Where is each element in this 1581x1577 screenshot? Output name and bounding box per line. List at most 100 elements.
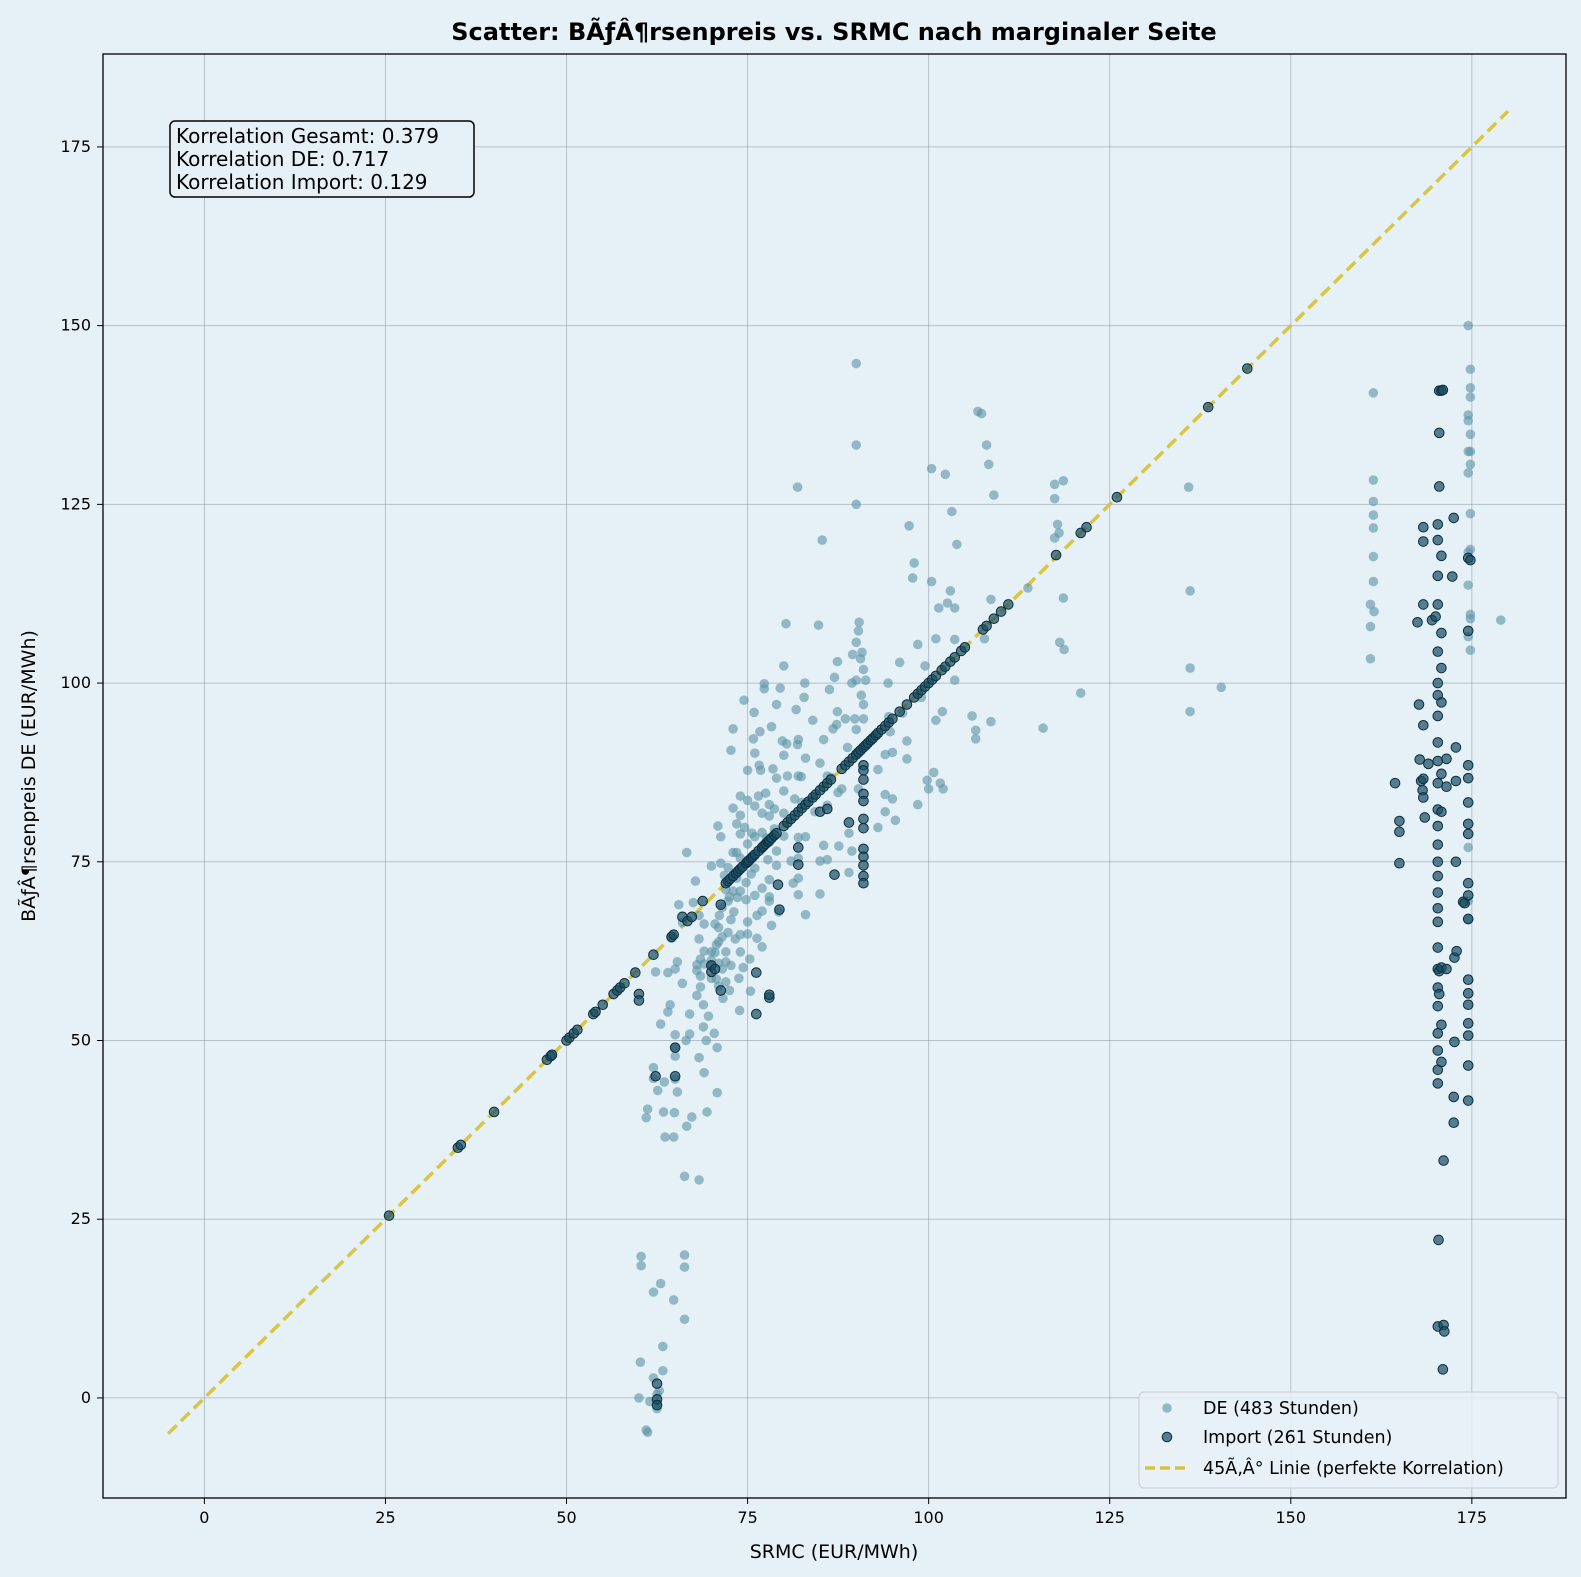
- data-point-de: [757, 906, 767, 916]
- data-point-de: [793, 832, 804, 843]
- data-point-de: [1054, 637, 1065, 648]
- data-point-import: [821, 803, 833, 815]
- data-point-de: [677, 978, 688, 989]
- data-point-de: [989, 490, 999, 500]
- data-point-import: [1389, 777, 1401, 789]
- data-point-de: [873, 822, 883, 833]
- data-point-import: [1432, 942, 1444, 953]
- data-point-de: [793, 734, 804, 745]
- data-point-import: [825, 774, 837, 785]
- data-point-de: [699, 946, 709, 956]
- data-point-import: [715, 899, 727, 910]
- data-point-de: [1465, 459, 1476, 470]
- data-point-de: [660, 1132, 670, 1142]
- data-point-import: [1433, 1234, 1444, 1246]
- data-point-de: [815, 856, 825, 866]
- data-point-import: [572, 1024, 583, 1036]
- data-point-de: [763, 854, 773, 865]
- data-point-de: [706, 861, 717, 871]
- data-point-de: [817, 535, 827, 545]
- data-point-de: [1365, 621, 1376, 632]
- data-point-import: [1462, 828, 1474, 840]
- data-point-de: [967, 711, 977, 721]
- data-point-de: [782, 771, 793, 781]
- data-point-import: [1432, 710, 1444, 722]
- data-point-de: [1185, 663, 1195, 673]
- data-point-de: [658, 1341, 668, 1352]
- y-tick-label: 100: [60, 673, 91, 692]
- data-point-de: [938, 784, 948, 794]
- x-tick-label: 50: [556, 1508, 576, 1527]
- data-point-de: [679, 1250, 690, 1260]
- data-point-de: [771, 846, 782, 856]
- data-point-import: [1432, 870, 1444, 882]
- data-point-import: [1430, 611, 1441, 622]
- data-point-de: [858, 714, 869, 724]
- data-point-de: [983, 459, 994, 470]
- data-point-import: [630, 967, 641, 978]
- data-point-import: [1436, 550, 1447, 562]
- data-point-de: [735, 886, 746, 896]
- data-point-de: [1368, 576, 1379, 587]
- data-point-import: [1450, 856, 1462, 868]
- data-point-de: [851, 440, 862, 450]
- data-point-de: [739, 822, 750, 833]
- data-point-de: [764, 874, 775, 885]
- correlation-import: Korrelation Import: 0.129: [176, 170, 428, 194]
- data-point-import: [1432, 599, 1444, 610]
- data-point-import: [1423, 758, 1434, 770]
- data-point-de: [818, 734, 829, 745]
- data-point-de: [724, 985, 735, 996]
- data-point-import: [1436, 697, 1447, 708]
- data-point-import: [858, 860, 869, 871]
- data-point-de: [670, 1051, 680, 1062]
- data-point-de: [858, 664, 869, 675]
- data-point-de: [1183, 482, 1194, 493]
- data-point-import: [858, 764, 869, 776]
- data-point-de: [749, 707, 759, 718]
- data-point-import: [697, 895, 708, 907]
- data-point-de: [655, 1019, 666, 1029]
- data-point-de: [718, 993, 728, 1004]
- data-point-import: [1414, 754, 1425, 765]
- data-point-import: [1439, 1326, 1450, 1337]
- data-point-de: [880, 789, 890, 800]
- data-point-de: [1038, 723, 1048, 733]
- data-point-de: [1054, 528, 1064, 538]
- data-point-de: [735, 810, 746, 821]
- data-point-de: [635, 1357, 646, 1367]
- data-point-de: [902, 754, 912, 764]
- data-point-de: [781, 739, 792, 749]
- data-point-de: [894, 657, 905, 668]
- data-point-de: [800, 753, 811, 763]
- x-tick-label: 150: [1276, 1508, 1307, 1527]
- data-point-de: [726, 745, 736, 756]
- data-point-import: [1436, 768, 1447, 780]
- data-point-import: [1436, 1056, 1447, 1068]
- data-point-de: [952, 539, 962, 550]
- correlation-box-frame: [169, 120, 475, 198]
- data-point-import: [648, 949, 659, 961]
- data-point-import: [858, 813, 869, 825]
- x-tick-label: 175: [1457, 1508, 1488, 1527]
- correlation-box: Korrelation Gesamt: 0.379 Korrelation DE…: [169, 120, 475, 198]
- data-point-import: [1418, 792, 1429, 803]
- data-point-de: [769, 804, 780, 814]
- data-point-de: [857, 647, 867, 658]
- x-tick-label: 100: [913, 1508, 944, 1527]
- data-point-import: [949, 652, 961, 663]
- data-point-import: [1448, 512, 1460, 524]
- legend-marker-import: [1161, 1431, 1173, 1443]
- data-point-import: [633, 995, 645, 1006]
- data-point-de: [851, 675, 862, 686]
- data-point-de: [687, 1112, 697, 1122]
- data-point-import: [1242, 363, 1253, 374]
- data-point-import: [1462, 1095, 1474, 1106]
- data-point-de: [1463, 468, 1474, 478]
- data-point-de: [849, 714, 860, 724]
- data-point-de: [768, 764, 778, 774]
- data-point-import: [1432, 902, 1444, 914]
- data-point-import: [709, 963, 721, 975]
- data-point-import: [1462, 1060, 1474, 1071]
